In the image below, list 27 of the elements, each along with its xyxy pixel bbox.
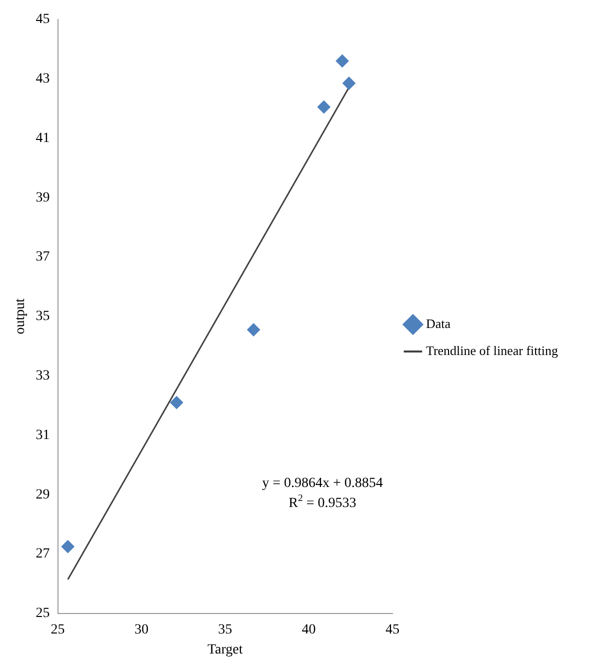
y-tick-label: 31 [36,428,50,443]
y-tick-label: 45 [36,12,50,28]
y-axis-title: output [13,298,28,334]
point [317,100,330,114]
point [247,323,260,336]
x-tick-label: 35 [218,622,232,638]
y-tick-label: 25 [36,606,50,622]
y-tick-label: 41 [36,130,50,146]
point [61,540,74,554]
y-tick-label: 33 [36,368,50,384]
y-tick-label: 37 [36,250,50,265]
x-tick-label: 40 [302,622,316,638]
x-axis-title: Target [207,642,243,658]
point [170,396,184,410]
x-tick-label: 30 [134,622,148,638]
legend-label: Trendline of linear fitting [426,342,558,358]
legend-label: Data [426,316,451,331]
annotation: y = 0.9864x + 0.8854 [262,476,383,492]
y-tick-label: 27 [36,546,50,562]
point [342,76,356,90]
point [336,54,349,68]
y-tick-label: 39 [36,190,50,206]
y-tick-label: 35 [36,309,50,324]
y-tick-label: 29 [36,487,50,502]
y-tick-label: 43 [36,71,50,86]
x-tick-label: 45 [385,622,400,638]
x-tick-label: 25 [50,622,65,638]
